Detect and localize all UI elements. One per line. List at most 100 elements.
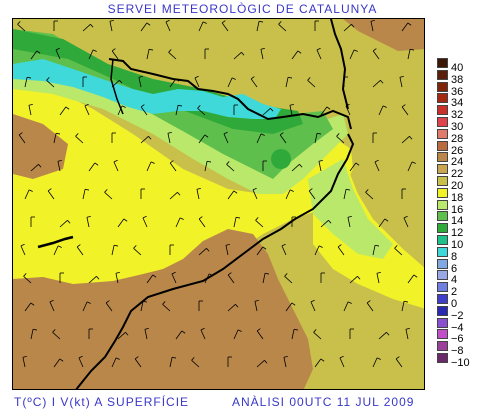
footer-variable: T(ºC) I V(kt) A SUPERFÍCIE <box>14 395 190 409</box>
wind-barb <box>256 330 264 340</box>
wind-barb-feather <box>123 218 128 222</box>
wind-barb-feather <box>121 105 126 108</box>
wind-barb <box>88 162 96 172</box>
wind-barb-feather <box>52 329 56 333</box>
wind-barb <box>223 133 229 144</box>
wind-barb-feather <box>162 301 166 305</box>
wind-barb-feather <box>357 276 361 280</box>
wind-barb <box>133 248 142 256</box>
wind-barb-feather <box>177 104 183 107</box>
wind-barb-feather <box>76 244 81 248</box>
wind-barb-feather <box>148 136 152 140</box>
wind-barb <box>407 161 413 172</box>
wind-barb-feather <box>345 103 350 107</box>
wind-barb <box>320 106 328 116</box>
legend-swatch <box>437 258 448 269</box>
wind-barb-feather <box>241 52 245 56</box>
wind-barb <box>198 218 206 228</box>
wind-barb-feather <box>320 358 325 362</box>
legend-label: 12 <box>451 227 464 240</box>
wind-barb <box>111 80 120 88</box>
legend-swatch <box>437 69 448 80</box>
wind-barb <box>162 304 171 312</box>
wind-barb <box>285 77 289 88</box>
wind-barb-feather <box>316 132 322 135</box>
wind-barb-feather <box>84 188 90 191</box>
wind-barb-feather <box>376 271 381 274</box>
wind-barb <box>284 276 293 284</box>
wind-barb-feather <box>67 220 71 224</box>
wind-barb-feather <box>252 187 257 191</box>
wind-barb <box>59 106 67 116</box>
map-svg <box>13 19 424 389</box>
wind-barb-feather <box>38 164 42 168</box>
zone-22-24-southwest <box>13 229 313 389</box>
wind-barb <box>372 245 376 256</box>
wind-barb-feather <box>152 274 157 278</box>
wind-barb <box>47 190 55 200</box>
wind-barb-feather <box>32 328 38 331</box>
wind-barb-feather <box>409 136 413 140</box>
legend-swatch <box>437 294 448 304</box>
wind-barb-feather <box>299 164 303 168</box>
wind-barb-feather <box>235 304 239 308</box>
wind-barb <box>395 358 403 368</box>
wind-barb <box>175 217 181 228</box>
wind-barb-feather <box>115 271 120 274</box>
wind-barb <box>146 274 154 284</box>
wind-barb-feather <box>59 358 64 362</box>
wind-barb <box>59 220 68 228</box>
wind-barb <box>76 246 84 256</box>
wind-barb-feather <box>254 299 259 302</box>
wind-barb <box>291 50 299 60</box>
wind-barb <box>55 49 61 60</box>
zone-22-24-west <box>13 114 68 179</box>
wind-barb <box>345 105 351 116</box>
wind-barb-feather <box>310 299 315 303</box>
wind-barb <box>256 21 260 32</box>
wind-barb-feather <box>36 50 41 54</box>
wind-barb <box>17 24 26 32</box>
wind-barb-feather <box>226 161 230 165</box>
wind-barb <box>339 357 345 368</box>
wind-barb <box>370 21 374 32</box>
legend-label: 8 <box>451 250 458 263</box>
wind-barb <box>314 245 320 256</box>
wind-barb-feather <box>250 76 255 80</box>
wind-barb-feather <box>255 217 259 221</box>
legend-label: 28 <box>451 132 464 145</box>
wind-barb-feather <box>138 75 143 78</box>
wind-barb-feather <box>231 77 236 80</box>
wind-barb-feather <box>177 192 181 196</box>
wind-barb-feather <box>256 328 261 332</box>
wind-barb <box>252 189 258 200</box>
wind-barb <box>366 302 374 312</box>
wind-barb <box>343 24 352 32</box>
wind-barb <box>140 106 148 116</box>
wind-barb <box>283 357 287 368</box>
wind-barb <box>53 358 61 368</box>
wind-barb <box>349 49 355 60</box>
wind-barb-feather <box>409 48 415 51</box>
wind-barb <box>250 78 258 88</box>
wind-barb-feather <box>144 327 149 330</box>
wind-barb <box>23 276 32 284</box>
wind-barb-feather <box>328 220 332 224</box>
wind-barb-feather <box>258 20 264 23</box>
wind-barb <box>191 360 200 368</box>
wind-barb <box>291 164 300 172</box>
legend-swatch <box>437 140 448 151</box>
color-legend: 40 38 36 34 32 30 28 26 24 22 20 18 16 14 12 10 8 6 4 2 0 −2−… <box>437 58 485 369</box>
wind-barb <box>138 77 142 88</box>
wind-barb <box>46 80 55 88</box>
wind-barb-feather <box>84 103 89 107</box>
wind-barb-feather <box>260 47 265 50</box>
legend-swatch <box>437 317 448 328</box>
wind-barb-feather <box>46 77 50 81</box>
wind-barb <box>30 329 34 340</box>
wind-barb-feather <box>206 160 212 163</box>
wind-barb <box>279 134 287 144</box>
wind-barb-feather <box>394 245 398 249</box>
wind-barb-feather <box>225 243 230 246</box>
wind-barb <box>86 217 90 228</box>
